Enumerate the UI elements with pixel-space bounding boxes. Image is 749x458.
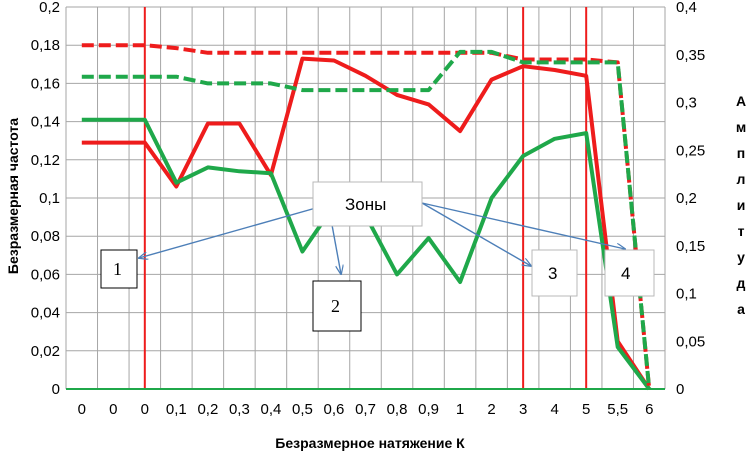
y-tick-label: 0,04: [31, 305, 60, 322]
y2-tick-label: 0,4: [676, 0, 697, 16]
zone-arrow: [421, 202, 531, 266]
zone-4-box: 4: [604, 249, 655, 297]
x-tick-label: 3: [519, 401, 527, 418]
y2-title-letter: м: [736, 119, 746, 135]
zone-3-label: 3: [548, 264, 557, 283]
y-tick-label: 0,1: [39, 190, 60, 207]
zone-3-box: 3: [531, 249, 578, 297]
grid: [65, 6, 666, 390]
y-tick-label: 0,14: [31, 114, 60, 131]
y2-title-letter: А: [736, 93, 746, 109]
x-tick-label: 0,6: [324, 401, 345, 418]
x-axis-title: Безразмерное натяжение К: [275, 435, 465, 451]
zones-callout: Зоны: [312, 181, 423, 227]
x-tick-label: 4: [550, 401, 558, 418]
y2-tick-label: 0: [676, 381, 684, 398]
y-axis-title: Безразмерная частота: [5, 118, 21, 274]
y2-tick-label: 0,2: [676, 190, 697, 207]
x-tick-label: 0,5: [292, 401, 313, 418]
y2-tick-label: 0,3: [676, 95, 697, 112]
y2-title-letter: т: [738, 223, 745, 239]
y2-tick-label: 0,25: [676, 142, 705, 159]
y2-tick-label: 0,1: [676, 286, 697, 303]
series-red-dashed: [81, 43, 652, 390]
y-tick-label: 0,2: [39, 0, 60, 16]
right-axis-ticks: 0 0,05 0,1 0,15 0,2 0,25 0,3 0,35 0,4: [676, 0, 705, 398]
y2-tick-label: 0,35: [676, 47, 705, 64]
y2-title-letter: и: [737, 197, 746, 213]
x-tick-label: 0: [141, 401, 149, 418]
zone-1-box: 1: [100, 249, 138, 289]
y-tick-label: 0,12: [31, 152, 60, 169]
y2-title-letter: п: [737, 145, 745, 161]
zone-4-label: 4: [621, 264, 630, 283]
y-tick-label: 0,06: [31, 266, 60, 283]
y-tick-label: 0: [52, 381, 60, 398]
zone-boundaries: [143, 7, 588, 389]
x-tick-label: 0: [109, 401, 117, 418]
y2-title-letter: д: [737, 275, 746, 291]
x-tick-label: 0,9: [418, 401, 439, 418]
x-tick-label: 0: [78, 401, 86, 418]
x-tick-label: 5: [582, 401, 590, 418]
y-tick-label: 0,18: [31, 37, 60, 54]
series-red-solid: [81, 56, 651, 391]
zone-2-box: 2: [312, 280, 362, 332]
y2-tick-label: 0,05: [676, 333, 705, 350]
x-tick-label: 0,4: [260, 401, 281, 418]
x-tick-label: 0,2: [197, 401, 218, 418]
y2-title-letter: у: [737, 249, 745, 265]
x-tick-label: 2: [487, 401, 495, 418]
x-tick-label: 0,8: [387, 401, 408, 418]
y2-title-letter: л: [737, 171, 746, 187]
zone-1-label: 1: [113, 259, 122, 279]
x-tick-label: 6: [645, 401, 653, 418]
y2-title-letter: а: [737, 301, 745, 317]
y2-tick-label: 0,15: [676, 238, 705, 255]
zone-arrow: [139, 203, 331, 258]
x-tick-label: 5,5: [607, 401, 628, 418]
zone-arrow: [421, 202, 625, 249]
x-tick-label: 1: [456, 401, 464, 418]
x-tick-label: 0,7: [355, 401, 376, 418]
left-axis-ticks: 0 0,02 0,04 0,06 0,08 0,1 0,12 0,14 0,16 0,18 0,2: [31, 0, 60, 398]
y-tick-label: 0,08: [31, 228, 60, 245]
y-tick-label: 0,02: [31, 343, 60, 360]
series-green-dashed: [81, 49, 652, 390]
x-tick-label: 0,3: [229, 401, 250, 418]
x-axis-ticks: 0 0 0 0,1 0,2 0,3 0,4 0,5 0,6 0,7 0,8 0,9 1 2 3 4 5 5,5 6: [78, 401, 654, 418]
x-tick-label: 0,1: [166, 401, 187, 418]
zone-2-label: 2: [331, 296, 340, 316]
zones-label: Зоны: [345, 195, 386, 214]
y-tick-label: 0,16: [31, 75, 60, 92]
